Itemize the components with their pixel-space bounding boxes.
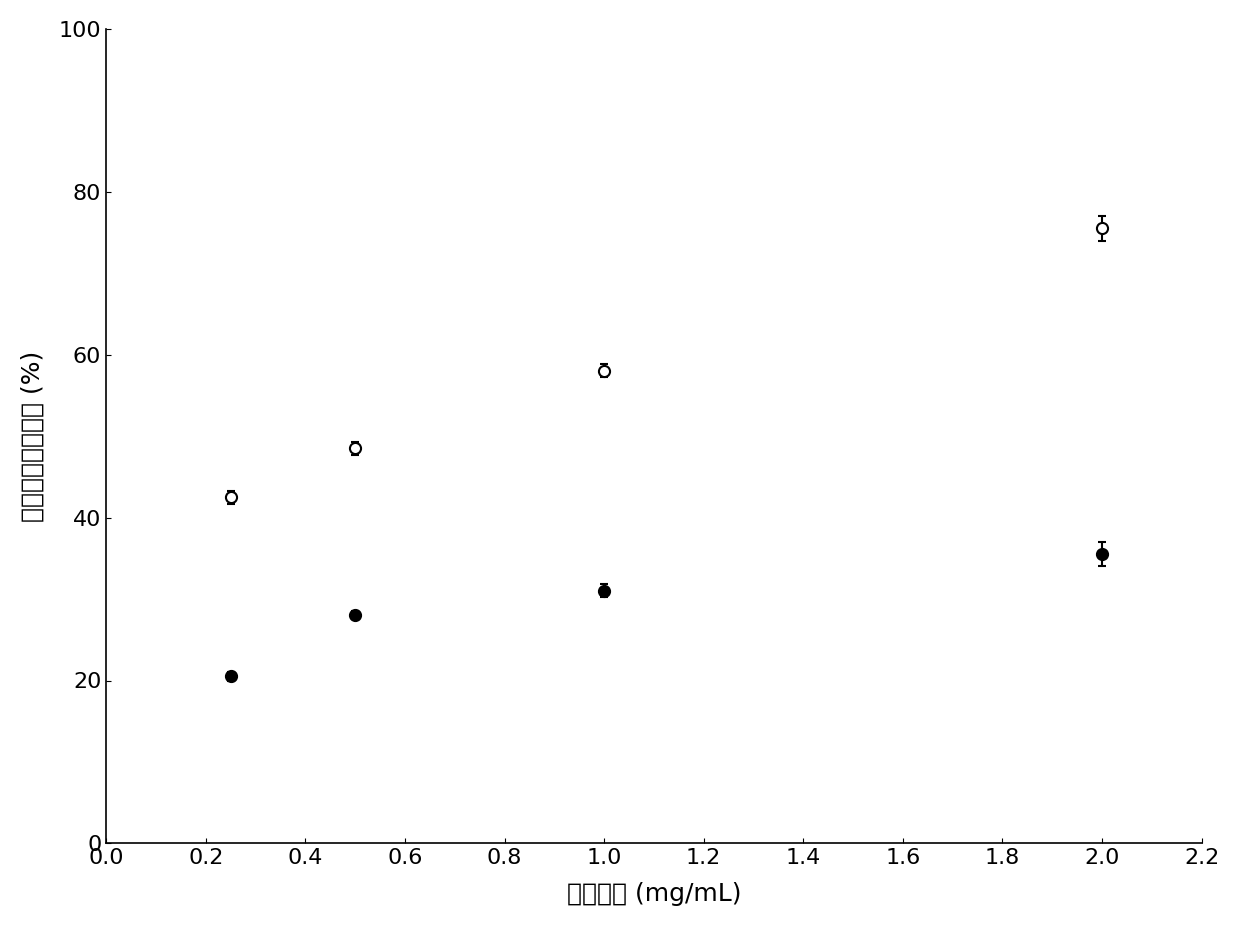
Y-axis label: 羟基自由基清除率 (%): 羟基自由基清除率 (%) — [21, 350, 45, 522]
X-axis label: 多糖浓度 (mg/mL): 多糖浓度 (mg/mL) — [567, 883, 742, 907]
